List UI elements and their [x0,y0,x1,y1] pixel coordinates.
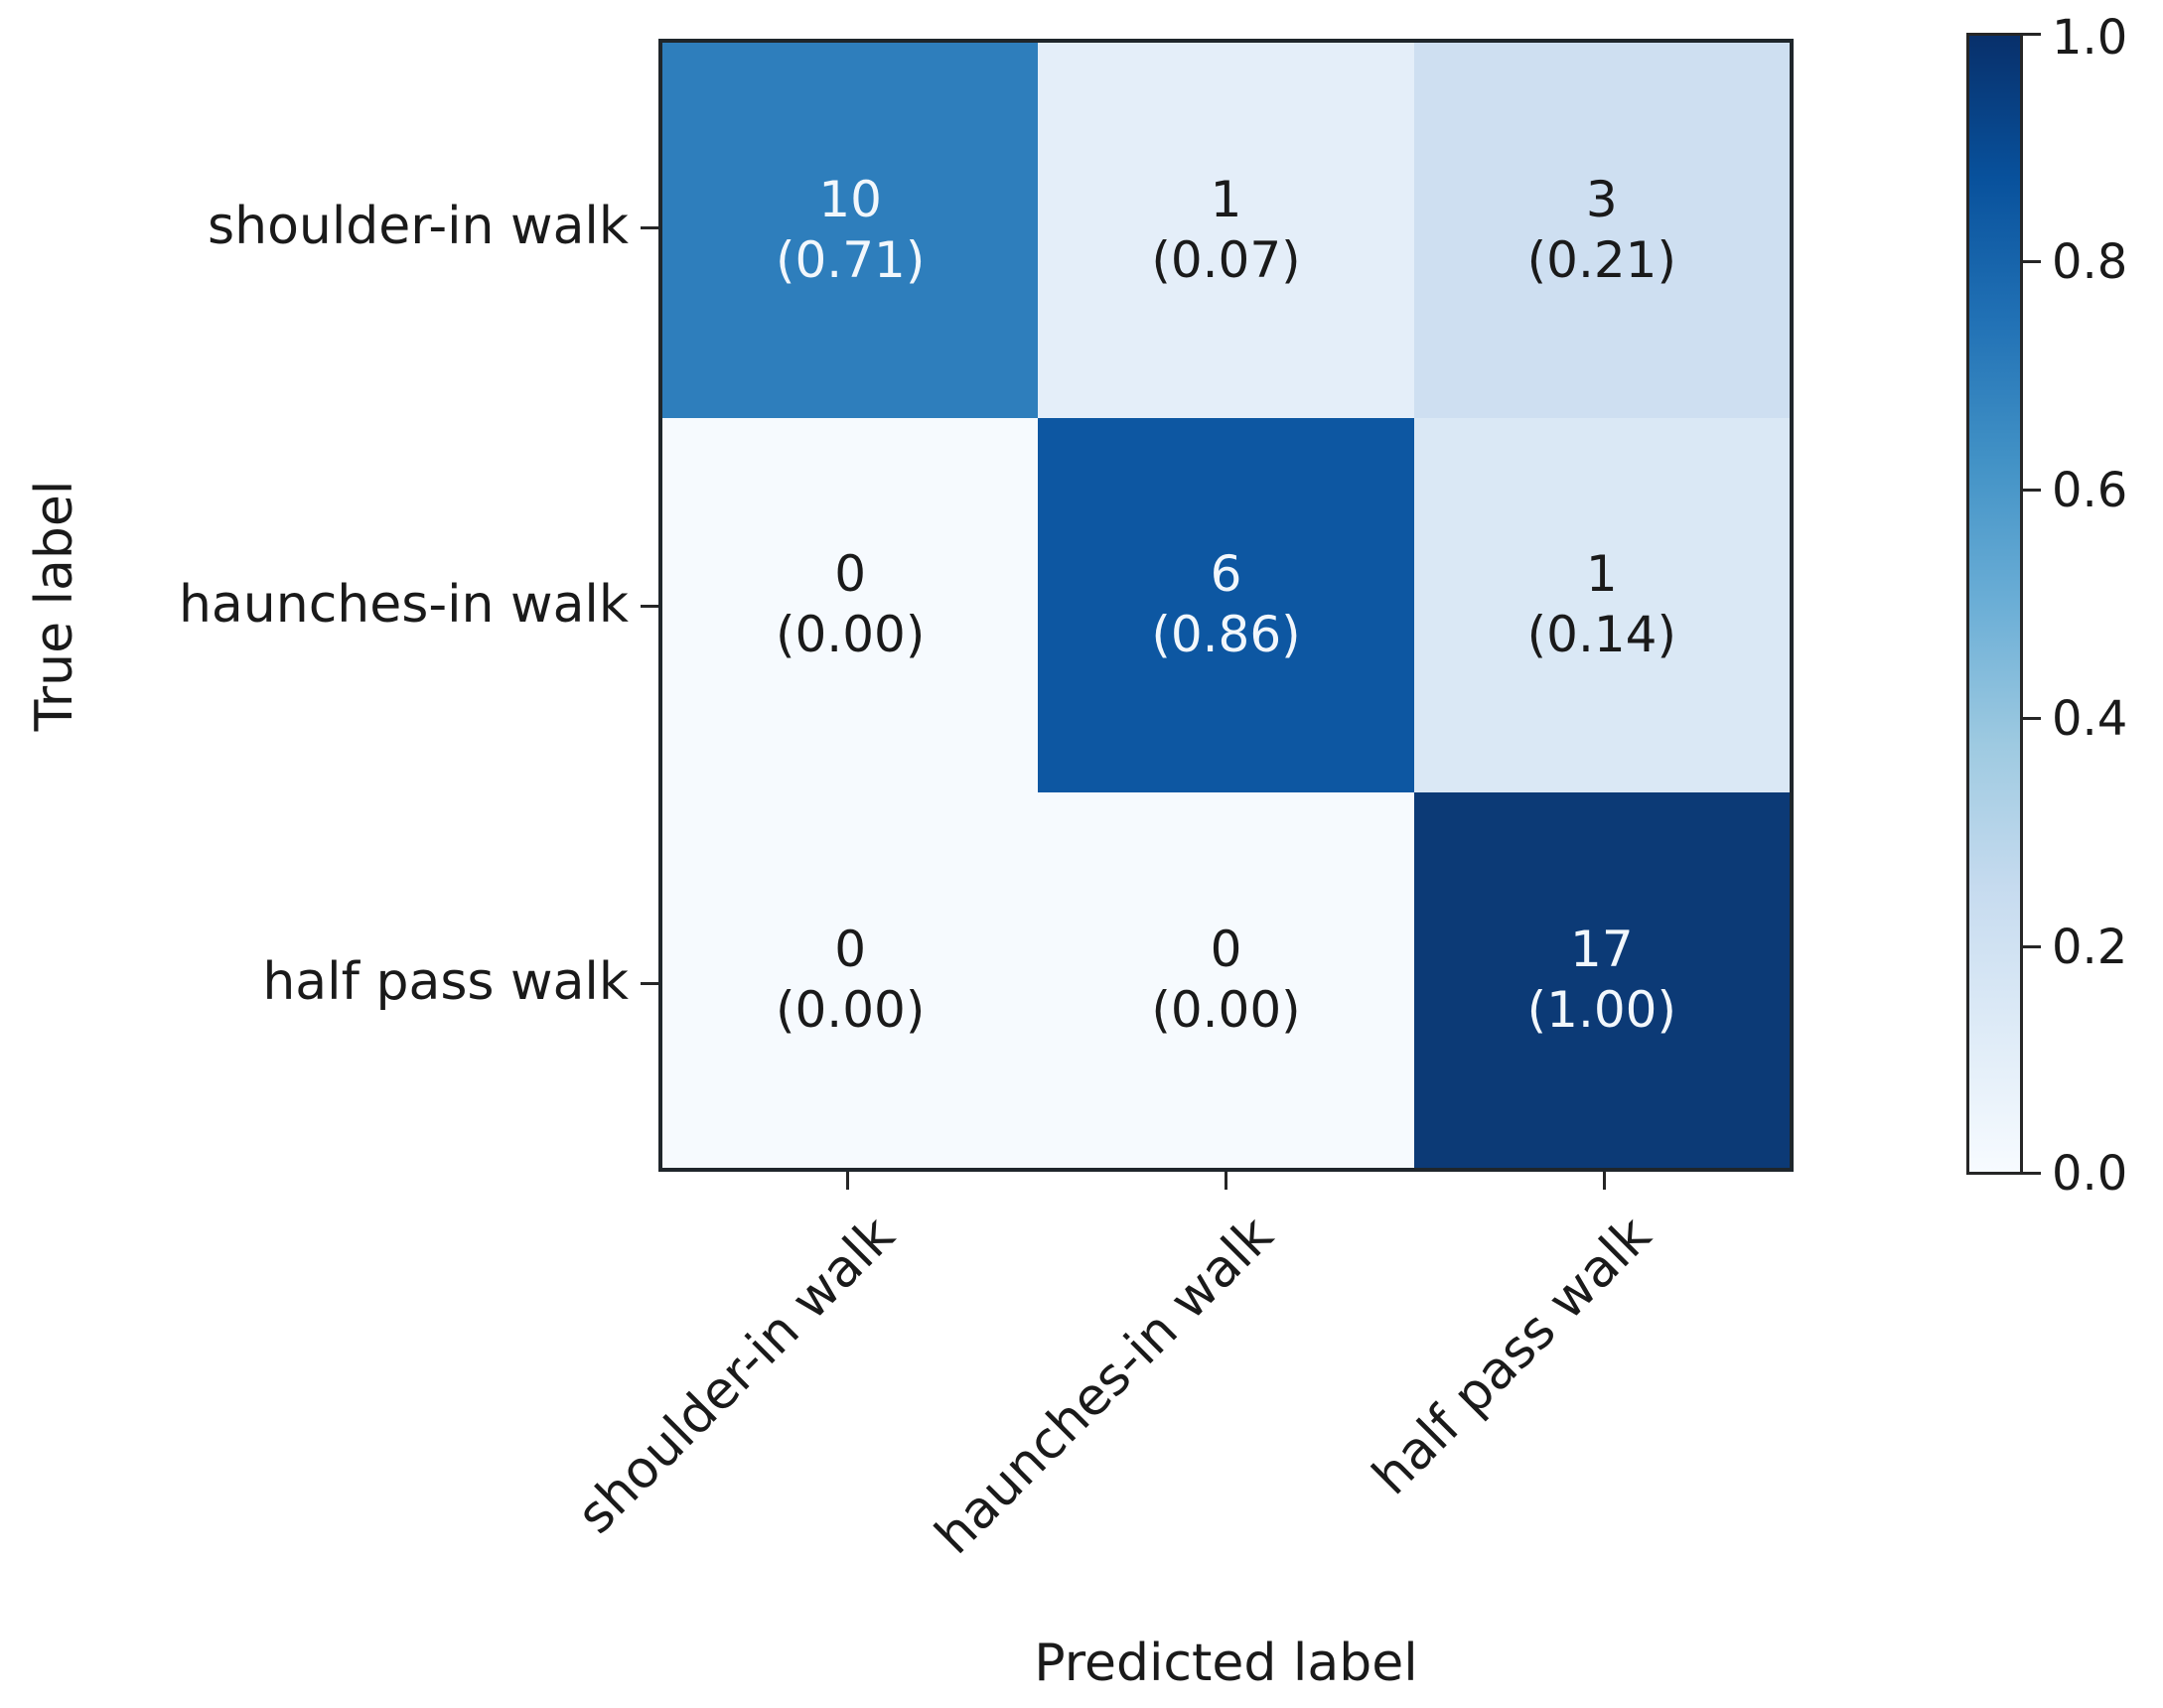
heatmap-cell-r2c2: 17 (1.00) [1413,792,1790,1168]
x-axis-label: Predicted label [1034,1634,1418,1693]
y-tick-mark [641,605,658,608]
y-tick-label-half-pass-walk: half pass walk [262,951,629,1012]
colorbar-tick-mark [2023,33,2041,36]
cell-count: 10 [818,170,882,228]
colorbar-tick-mark [2023,260,2041,263]
heatmap-cell-r0c0: 10 (0.71) [662,43,1039,418]
colorbar-tick-mark [2023,1172,2041,1175]
heatmap-cell-r1c2: 1 (0.14) [1413,417,1790,793]
heatmap-cell-r2c0: 0 (0.00) [662,792,1039,1168]
x-tick-mark [1225,1172,1227,1190]
cell-count: 1 [1585,545,1618,604]
colorbar-tick-label-0.0: 0.0 [2052,1146,2128,1202]
heatmap-cell-r1c1: 6 (0.86) [1038,417,1414,793]
colorbar-tick-mark [2023,717,2041,720]
x-tick-mark [846,1172,849,1190]
cell-count: 1 [1210,170,1242,228]
heatmap-cell-r2c1: 0 (0.00) [1038,792,1414,1168]
cell-proportion: (0.86) [1151,606,1301,664]
y-tick-label-haunches-in-walk: haunches-in walk [178,574,629,635]
cell-proportion: (0.14) [1526,606,1676,664]
heatmap-cell-r1c0: 0 (0.00) [662,417,1039,793]
colorbar-tick-label-0.8: 0.8 [2052,234,2128,290]
cell-count: 0 [834,545,867,604]
colorbar-gradient [1966,33,2023,1175]
x-tick-label-half-pass-walk: half pass walk [1362,1206,1663,1507]
x-tick-label-haunches-in-walk: haunches-in walk [924,1206,1285,1566]
colorbar-tick-label-1.0: 1.0 [2052,10,2128,66]
cell-proportion: (0.71) [775,230,926,289]
heatmap-cell-r0c1: 1 (0.07) [1038,43,1414,418]
cell-proportion: (0.00) [1151,981,1301,1040]
cell-count: 17 [1570,921,1634,979]
heatmap-plot-area: 10 (0.71) 1 (0.07) 3 (0.21) 0 (0.00) 6 (… [658,39,1794,1172]
x-tick-mark [1603,1172,1606,1190]
colorbar-tick-label-0.4: 0.4 [2052,691,2128,747]
cell-proportion: (1.00) [1526,981,1676,1040]
colorbar-tick-label-0.6: 0.6 [2052,463,2128,518]
y-tick-mark [641,982,658,985]
heatmap-cell-r0c2: 3 (0.21) [1413,43,1790,418]
cell-count: 0 [1210,921,1242,979]
y-tick-label-shoulder-in-walk: shoulder-in walk [208,196,629,256]
cell-count: 3 [1585,170,1618,228]
cell-count: 0 [834,921,867,979]
cell-count: 6 [1210,545,1242,604]
y-axis-label: True label [25,480,84,732]
cell-proportion: (0.00) [775,606,926,664]
cell-proportion: (0.00) [775,981,926,1040]
colorbar-tick-label-0.2: 0.2 [2052,920,2128,975]
y-tick-mark [641,226,658,229]
x-tick-label-shoulder-in-walk: shoulder-in walk [566,1206,907,1546]
cell-proportion: (0.21) [1526,230,1676,289]
cell-proportion: (0.07) [1151,230,1301,289]
colorbar-tick-mark [2023,489,2041,492]
colorbar-tick-mark [2023,945,2041,948]
